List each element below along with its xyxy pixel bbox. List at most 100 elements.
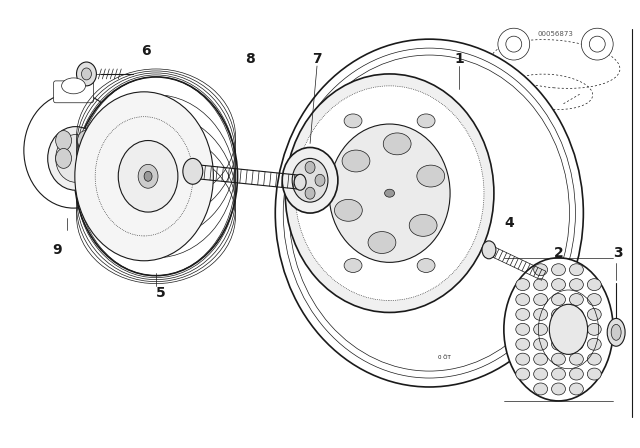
Text: 4: 4	[504, 216, 514, 230]
Ellipse shape	[275, 39, 583, 387]
Ellipse shape	[344, 258, 362, 272]
Ellipse shape	[552, 353, 566, 365]
Ellipse shape	[570, 264, 583, 276]
Ellipse shape	[516, 353, 530, 365]
Ellipse shape	[570, 353, 583, 365]
Ellipse shape	[588, 368, 601, 380]
Text: 7: 7	[312, 52, 322, 66]
Ellipse shape	[607, 319, 625, 346]
Ellipse shape	[534, 338, 548, 350]
Ellipse shape	[144, 171, 152, 181]
Ellipse shape	[552, 323, 566, 335]
Ellipse shape	[482, 241, 496, 259]
Ellipse shape	[56, 148, 72, 168]
Ellipse shape	[588, 338, 601, 350]
Text: 1: 1	[454, 52, 464, 66]
Ellipse shape	[588, 353, 601, 365]
Ellipse shape	[329, 124, 450, 263]
Ellipse shape	[534, 279, 548, 291]
Ellipse shape	[552, 338, 566, 350]
Ellipse shape	[77, 148, 93, 168]
Ellipse shape	[417, 165, 445, 187]
Ellipse shape	[534, 368, 548, 380]
Ellipse shape	[409, 215, 437, 236]
Ellipse shape	[534, 323, 548, 335]
Ellipse shape	[81, 68, 92, 80]
Ellipse shape	[570, 383, 583, 395]
Ellipse shape	[504, 258, 613, 401]
Ellipse shape	[516, 309, 530, 320]
Ellipse shape	[588, 279, 601, 291]
Ellipse shape	[295, 174, 305, 186]
Ellipse shape	[335, 199, 362, 221]
Text: 5: 5	[156, 285, 166, 300]
FancyBboxPatch shape	[54, 81, 93, 103]
Ellipse shape	[534, 383, 548, 395]
Ellipse shape	[516, 293, 530, 306]
Ellipse shape	[417, 258, 435, 272]
Ellipse shape	[417, 114, 435, 128]
Ellipse shape	[588, 293, 601, 306]
Circle shape	[506, 36, 522, 52]
Ellipse shape	[308, 186, 326, 200]
Ellipse shape	[570, 368, 583, 380]
Circle shape	[581, 28, 613, 60]
Text: 2: 2	[554, 246, 563, 260]
Circle shape	[589, 36, 605, 52]
Text: 9: 9	[52, 243, 61, 257]
Ellipse shape	[570, 293, 583, 306]
Ellipse shape	[61, 78, 86, 94]
Ellipse shape	[516, 338, 530, 350]
Ellipse shape	[534, 309, 548, 320]
Ellipse shape	[570, 323, 583, 335]
Ellipse shape	[552, 383, 566, 395]
Ellipse shape	[383, 133, 411, 155]
Ellipse shape	[570, 279, 583, 291]
Ellipse shape	[516, 279, 530, 291]
Ellipse shape	[534, 264, 548, 276]
Ellipse shape	[552, 368, 566, 380]
Ellipse shape	[552, 264, 566, 276]
Text: 8: 8	[246, 52, 255, 66]
Circle shape	[498, 28, 530, 60]
Text: 6: 6	[141, 44, 151, 58]
Ellipse shape	[56, 130, 72, 151]
Ellipse shape	[342, 150, 370, 172]
Ellipse shape	[315, 174, 325, 186]
Ellipse shape	[549, 304, 588, 354]
Ellipse shape	[289, 55, 570, 371]
Ellipse shape	[552, 293, 566, 306]
Ellipse shape	[285, 74, 494, 312]
Ellipse shape	[305, 187, 315, 199]
Ellipse shape	[75, 92, 213, 261]
Ellipse shape	[570, 338, 583, 350]
Ellipse shape	[385, 189, 394, 197]
Text: 0 ÖT: 0 ÖT	[438, 355, 451, 360]
Ellipse shape	[56, 134, 95, 182]
Ellipse shape	[294, 174, 306, 190]
Ellipse shape	[292, 159, 328, 202]
Ellipse shape	[552, 279, 566, 291]
Ellipse shape	[77, 130, 93, 151]
Ellipse shape	[284, 48, 575, 378]
Ellipse shape	[77, 62, 97, 86]
Ellipse shape	[534, 293, 548, 306]
Ellipse shape	[48, 127, 103, 190]
Ellipse shape	[305, 161, 315, 173]
Ellipse shape	[534, 353, 548, 365]
Text: 00056873: 00056873	[538, 31, 573, 37]
Ellipse shape	[611, 324, 621, 340]
Ellipse shape	[368, 232, 396, 254]
Ellipse shape	[295, 86, 484, 301]
Ellipse shape	[552, 309, 566, 320]
Ellipse shape	[24, 93, 124, 208]
Ellipse shape	[516, 368, 530, 380]
Ellipse shape	[516, 323, 530, 335]
Ellipse shape	[118, 141, 178, 212]
Ellipse shape	[138, 164, 158, 188]
Text: 3: 3	[613, 246, 623, 260]
Ellipse shape	[570, 309, 583, 320]
Ellipse shape	[344, 114, 362, 128]
Ellipse shape	[74, 77, 237, 276]
Ellipse shape	[588, 309, 601, 320]
